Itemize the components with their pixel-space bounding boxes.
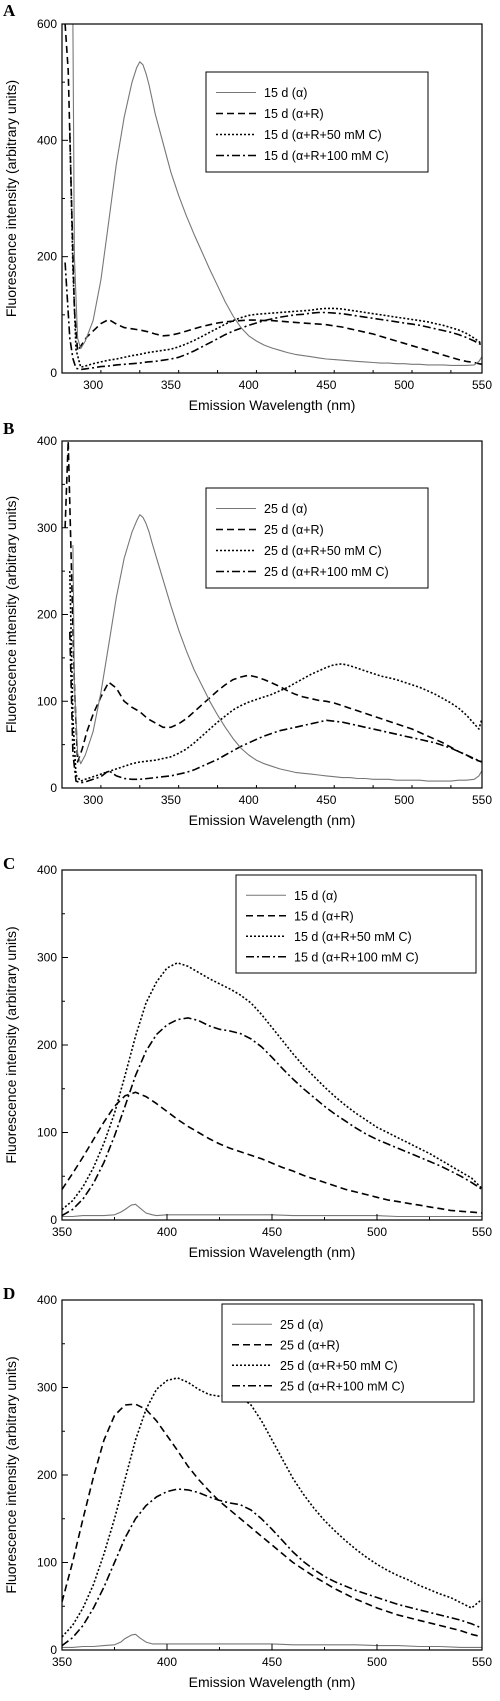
y-tick-label: 200 — [37, 250, 57, 264]
y-tick-label: 200 — [37, 1468, 57, 1482]
series-line-3 — [72, 24, 482, 366]
x-axis-title: Emission Wavelength (nm) — [189, 1244, 356, 1260]
series-line-0 — [64, 441, 482, 763]
series-line-0 — [62, 1633, 482, 1648]
y-axis-title: Fluorescence intensity (arbitrary units) — [3, 496, 19, 733]
series-line-2 — [62, 1377, 482, 1638]
y-tick-label: 0 — [50, 1643, 57, 1657]
panel-letter: D — [3, 1284, 15, 1303]
y-axis-title: Fluorescence intensity (arbitrary units) — [3, 1356, 19, 1593]
y-tick-label: 400 — [37, 863, 57, 877]
x-tick-label: 500 — [367, 1655, 387, 1669]
series-line-3 — [72, 514, 482, 782]
series-line-0 — [64, 24, 482, 366]
series-line-2 — [62, 961, 482, 1211]
y-tick-label: 300 — [37, 521, 57, 535]
series-line-0 — [62, 1203, 482, 1218]
series-line-2 — [64, 262, 482, 371]
legend-entry: 25 d (α+R+100 mM C) — [280, 1379, 405, 1393]
y-tick-label: 0 — [50, 1213, 57, 1227]
legend: 25 d (α) 25 d (α+R) 25 d (α+R+50 mM C) 25 d… — [221, 1303, 475, 1403]
panel-letter: B — [3, 419, 14, 438]
legend: 15 d (α) 15 d (α+R) 15 d (α+R+50 mM C) 15 d… — [205, 71, 429, 173]
series-line-1 — [62, 1091, 482, 1214]
x-tick-label: 400 — [239, 378, 259, 392]
y-tick-label: 400 — [37, 1293, 57, 1307]
y-tick-label: 400 — [37, 434, 57, 448]
legend-entry: 15 d (α+R+100 mM C) — [294, 950, 419, 964]
legend-box — [235, 874, 477, 974]
y-tick-label: 0 — [50, 781, 57, 795]
x-tick-label: 350 — [161, 793, 181, 807]
y-tick-label: 400 — [37, 133, 57, 147]
legend-entry: 25 d (α+R+50 mM C) — [280, 1359, 398, 1373]
x-tick-label: 550 — [472, 793, 492, 807]
x-tick-label: 550 — [472, 1225, 492, 1239]
x-axis-title: Emission Wavelength (nm) — [189, 397, 356, 413]
y-tick-label: 0 — [50, 366, 57, 380]
y-tick-label: 600 — [37, 17, 57, 31]
series-line-3 — [62, 1488, 482, 1647]
chart-panel-d: D 350 400 450 500 550 0 100 200 300 400 Emission Wa… — [3, 1284, 492, 1690]
legend-entry: 15 d (α+R) — [264, 107, 324, 121]
x-tick-label: 450 — [316, 793, 336, 807]
series-line-1 — [69, 128, 482, 369]
x-tick-label: 500 — [367, 1225, 387, 1239]
legend-entry: 15 d (α+R+50 mM C) — [294, 930, 412, 944]
x-tick-label: 500 — [394, 793, 414, 807]
chart-panel-b: B 300 350 400 450 500 550 0 100 200 300 400 Emission… — [3, 419, 492, 828]
x-tick-label: 450 — [316, 378, 336, 392]
legend-entry: 25 d (α+R) — [264, 523, 324, 537]
series-line-2 — [69, 631, 482, 784]
legend-entry: 25 d (α+R+50 mM C) — [264, 544, 382, 558]
panel-letter: A — [3, 1, 16, 20]
legend-entry: 15 d (α) — [264, 86, 307, 100]
chart-panel-c: C 350 400 450 500 550 0 100 200 300 400 Emission Wa… — [3, 854, 492, 1260]
x-axis-title: Emission Wavelength (nm) — [189, 1674, 356, 1690]
y-tick-label: 300 — [37, 1381, 57, 1395]
series-line-1 — [62, 1403, 482, 1638]
x-tick-label: 400 — [157, 1655, 177, 1669]
legend-entry: 25 d (α) — [264, 502, 307, 516]
series-line-3 — [62, 1017, 482, 1217]
x-tick-label: 350 — [161, 378, 181, 392]
x-tick-label: 450 — [262, 1225, 282, 1239]
y-tick-label: 200 — [37, 608, 57, 622]
legend-entry: 15 d (α+R+50 mM C) — [264, 128, 382, 142]
x-tick-label: 400 — [239, 793, 259, 807]
x-tick-label: 550 — [472, 1655, 492, 1669]
legend-entry: 25 d (α) — [280, 1318, 323, 1332]
series-line-1 — [69, 571, 482, 782]
x-tick-label: 500 — [394, 378, 414, 392]
panel-letter: C — [3, 854, 15, 873]
y-tick-label: 200 — [37, 1038, 57, 1052]
y-axis-title: Fluorescence intensity (arbitrary units) — [3, 80, 19, 317]
y-tick-label: 100 — [37, 1126, 57, 1140]
x-tick-label: 300 — [83, 378, 103, 392]
x-tick-label: 550 — [472, 378, 492, 392]
y-tick-label: 100 — [37, 694, 57, 708]
legend: 25 d (α) 25 d (α+R) 25 d (α+R+50 mM C) 25 d… — [205, 487, 429, 589]
y-tick-label: 300 — [37, 951, 57, 965]
legend-entry: 25 d (α+R+100 mM C) — [264, 565, 389, 579]
x-tick-label: 300 — [83, 793, 103, 807]
x-tick-label: 400 — [157, 1225, 177, 1239]
legend-entry: 25 d (α+R) — [280, 1338, 340, 1352]
y-tick-label: 100 — [37, 1556, 57, 1570]
legend-entry: 15 d (α) — [294, 889, 337, 903]
y-axis-title: Fluorescence intensity (arbitrary units) — [3, 926, 19, 1163]
legend-entry: 15 d (α+R+100 mM C) — [264, 149, 389, 163]
x-tick-label: 350 — [52, 1655, 72, 1669]
x-tick-label: 350 — [52, 1225, 72, 1239]
x-tick-label: 450 — [262, 1655, 282, 1669]
legend: 15 d (α) 15 d (α+R) 15 d (α+R+50 mM C) 15 d… — [235, 874, 477, 974]
legend-entry: 15 d (α+R) — [294, 909, 354, 923]
chart-panel-a: A 300 350 400 450 500 550 0 200 400 600 Emission Wa… — [3, 1, 492, 413]
x-axis-title: Emission Wavelength (nm) — [189, 812, 356, 828]
